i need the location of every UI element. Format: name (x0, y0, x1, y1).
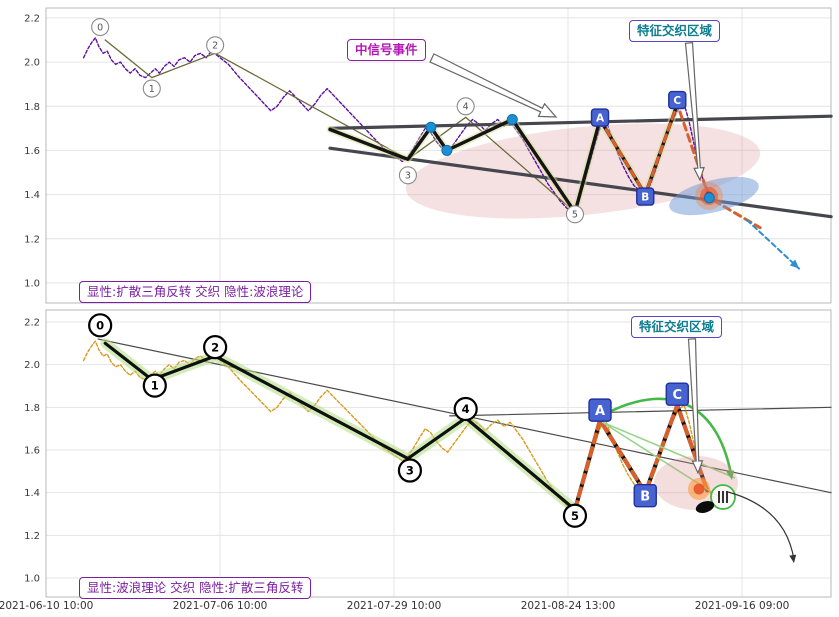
pattern-label-top: 显性:扩散三角反转 交织 隐性:波浪理论 (79, 281, 312, 303)
y-tick-label: 1.8 (24, 403, 40, 414)
wave-point-circle (565, 205, 585, 224)
y-tick-label: 1.2 (24, 531, 40, 542)
wave-point-circle (142, 373, 167, 398)
abc-square (633, 483, 657, 508)
abc-line-dashed (573, 403, 710, 512)
abc-letter: B (640, 489, 650, 504)
y-tick-label: 1.6 (24, 146, 40, 157)
y-tick-label: 1.2 (24, 234, 40, 245)
annotation-arrow (429, 53, 558, 118)
terminal-dot (695, 501, 715, 513)
pivot-marker (441, 144, 453, 156)
wave-point-number: 0 (96, 318, 104, 332)
abc-letter: C (672, 388, 682, 403)
wave-point-circle (203, 335, 228, 360)
panel-frame (45, 7, 832, 304)
abc-letter: B (641, 191, 649, 203)
wedge-line-2 (601, 421, 736, 479)
abc-square (665, 382, 689, 406)
abc-square (590, 108, 610, 127)
annotation-arrow (687, 338, 704, 475)
panel-bottom: 1.0 1.2 1.4 1.6 1.8 2.0 2.2 0 1 2 3 4 5 A B C (24, 309, 832, 598)
y-tick-label: 1.4 (24, 190, 40, 201)
x-tick-label: 2021-08-24 13:00 (521, 600, 616, 612)
x-tick-label: 2021-07-06 10:00 (173, 600, 268, 612)
wave-point-circle (88, 313, 113, 338)
pivot-marker (506, 114, 518, 126)
arrowhead (726, 470, 735, 480)
abc-square (588, 398, 612, 422)
y-tick-label: 2.0 (24, 360, 40, 371)
mid-signal-annotation: 中信号事件 (347, 39, 426, 61)
wave-point-number: 1 (149, 84, 155, 95)
x-tick-label: 2021-07-29 10:00 (347, 600, 442, 612)
projection-blue-dashed (745, 219, 801, 270)
y-tick-label: 1.0 (24, 278, 40, 289)
wave-point-circle (397, 458, 423, 483)
wave-point-number: 3 (406, 464, 414, 478)
y-tick-label: 2.2 (24, 13, 40, 24)
wave-point-number: 3 (405, 171, 411, 182)
wave-point-number: 2 (211, 340, 219, 354)
signal-hotspot-bottom (693, 483, 705, 495)
annotation-arrow (684, 42, 705, 182)
pattern-label-bottom: 显性:波浪理论 交织 隐性:扩散三角反转 (79, 577, 312, 599)
wave-point-circle (453, 396, 478, 422)
abc-square (636, 187, 655, 206)
wave-point-number: 2 (212, 41, 218, 52)
arrowhead (789, 554, 797, 563)
y-tick-label: 1.4 (24, 488, 40, 499)
y-tick-label: 2.2 (24, 318, 40, 329)
panel-frame (45, 309, 832, 598)
wave-point-number: 0 (97, 22, 103, 33)
abc-square (668, 90, 687, 110)
abc-letter: C (673, 95, 681, 107)
wave-point-circle (562, 503, 588, 528)
y-tick-label: 1.0 (24, 573, 40, 584)
wave-point-circle (206, 36, 225, 55)
wave-line (103, 341, 577, 512)
wave-point-number: 4 (462, 402, 470, 416)
wave-point-circle (142, 79, 161, 98)
y-tick-label: 1.8 (24, 102, 40, 113)
feature-zone-annotation-top: 特征交织区域 (629, 20, 721, 42)
feature-zone-annotation-bottom: 特征交织区域 (631, 316, 723, 338)
y-tick-label: 1.6 (24, 445, 40, 456)
wave-point-circle (398, 166, 417, 185)
wave-point-circle (91, 17, 110, 37)
y-tick-label: 2.0 (24, 58, 40, 69)
arrowhead (789, 259, 800, 269)
panel-top: 1.0 1.2 1.4 1.6 1.8 2.0 2.2 0 1 2 3 4 5 A B C (24, 7, 833, 304)
projection-curve (727, 491, 795, 561)
triangle-upper-line (328, 114, 833, 130)
pivot-marker (703, 192, 715, 204)
wave-point-number: 4 (463, 102, 469, 113)
abc-letter: A (596, 112, 605, 124)
wave-point-circle (456, 97, 475, 116)
panel-bg (46, 310, 831, 597)
pivot-marker (425, 121, 437, 133)
wave-point-number: 1 (151, 379, 159, 393)
x-tick-label: 2021-09-16 09:00 (695, 600, 790, 612)
implicit-trend-up (449, 406, 832, 417)
wave-point-number: 5 (572, 210, 578, 221)
abc-letter: A (595, 404, 605, 419)
wave-point-number: 5 (571, 509, 579, 523)
x-tick-label: 2021-06-10 10:00 (0, 600, 93, 612)
